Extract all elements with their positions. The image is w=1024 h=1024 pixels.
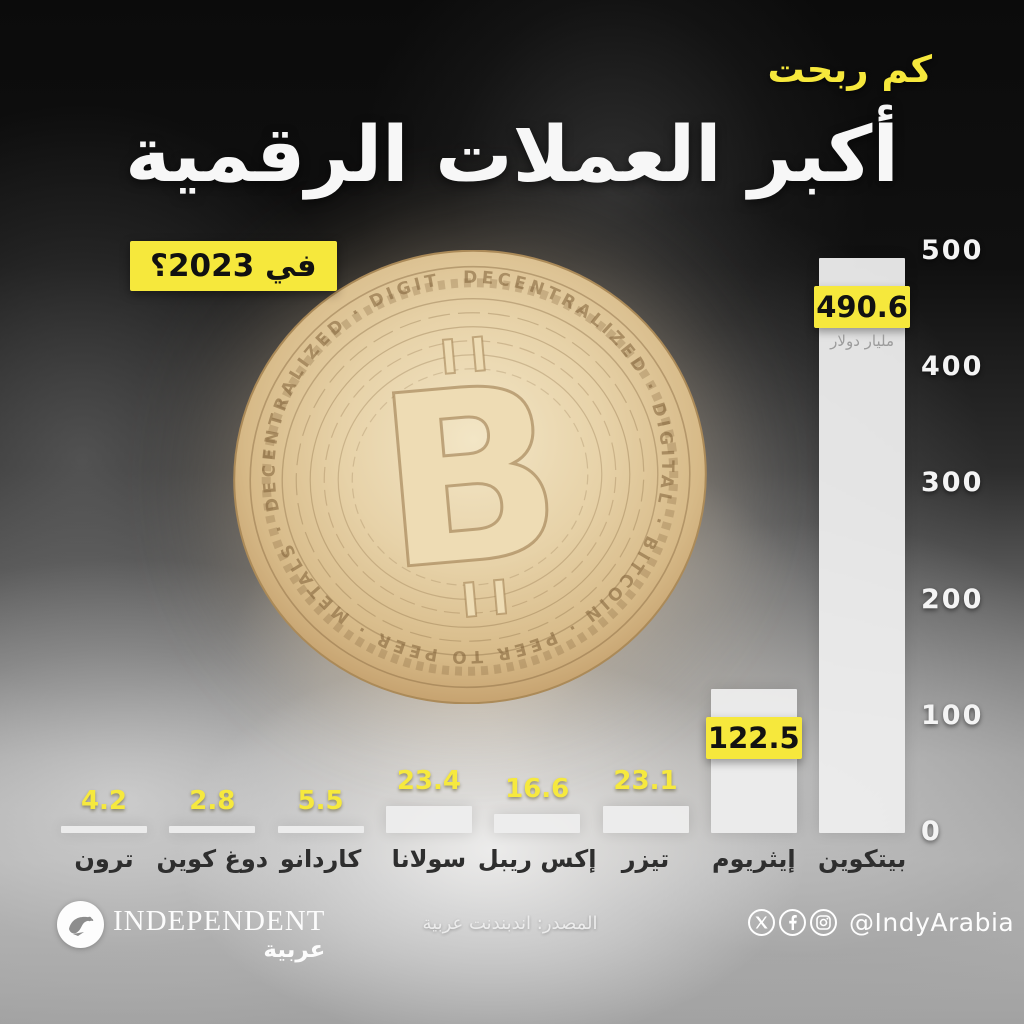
bar-category-label: إكس ريبل <box>477 845 597 873</box>
publisher-logo: INDEPENDENT عربية <box>57 901 325 963</box>
bar <box>494 814 581 833</box>
facebook-icon[interactable] <box>779 909 806 936</box>
year-badge: في 2023؟ <box>130 241 337 291</box>
bar-value-label: 122.5 <box>705 717 802 759</box>
social-handle[interactable]: @IndyArabia <box>849 908 1015 937</box>
bar-value-label: 23.4 <box>396 766 461 796</box>
bar <box>277 826 364 833</box>
page-title: أكبر العملات الرقمية <box>125 111 899 200</box>
instagram-icon[interactable] <box>810 909 837 936</box>
brand-name: INDEPENDENT <box>113 905 326 937</box>
bar <box>602 806 689 833</box>
bar-category-label: إيثريوم <box>711 845 796 873</box>
bar-category-label: دوغ كوين <box>156 845 269 873</box>
bar <box>61 826 147 833</box>
bar-category-label: بيتكوين <box>817 845 907 873</box>
bitcoin-symbol: B <box>366 331 574 626</box>
x-icon[interactable] <box>748 909 775 936</box>
bar <box>710 689 797 833</box>
bar-value-label: 16.6 <box>505 774 570 804</box>
bar-value-label: 5.5 <box>297 786 344 816</box>
bar-category-label: ترون <box>74 845 134 873</box>
social-links: @IndyArabia <box>748 908 1014 937</box>
bar <box>169 826 256 833</box>
bar-category-label: كاردانو <box>279 845 362 873</box>
bar-category-label: سولانا <box>391 845 467 873</box>
bar-value-label: 490.6 <box>814 286 911 328</box>
bar-category-label: تيزر <box>621 845 670 873</box>
bar <box>819 258 906 833</box>
svg-text:B: B <box>368 333 573 625</box>
y-axis-tick: 300 <box>921 467 984 499</box>
y-axis-tick: 100 <box>921 699 984 731</box>
y-axis-tick: 400 <box>921 351 984 383</box>
brand-name-arabic: عربية <box>263 937 326 963</box>
kicker-text: كم ربحت <box>767 48 932 91</box>
bar-unit-note: مليار دولار <box>830 332 895 350</box>
source-credit: المصدر: اندبندنت عربية <box>422 913 598 934</box>
eagle-logo-icon <box>57 901 104 948</box>
bar-value-label: 23.1 <box>613 766 678 796</box>
bar <box>385 806 472 833</box>
bar-value-label: 4.2 <box>80 786 128 816</box>
y-axis-tick: 200 <box>921 583 984 615</box>
bar-value-label: 2.8 <box>189 786 236 816</box>
y-axis-tick: 0 <box>921 816 942 847</box>
y-axis-tick: 500 <box>921 235 984 266</box>
